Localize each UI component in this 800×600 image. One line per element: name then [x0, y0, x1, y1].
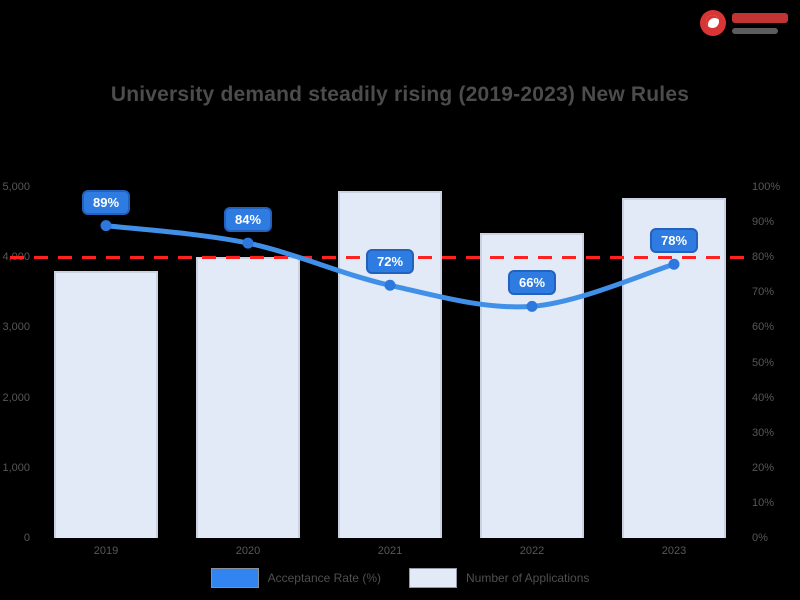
data-point-2020[interactable]: [242, 237, 254, 249]
x-axis-label-2019: 2019: [93, 545, 119, 557]
legend-label: Number of Applications: [465, 571, 590, 585]
y-right-tick: 70%: [752, 286, 775, 299]
y-left-tick: 1,000: [2, 461, 30, 474]
x-axis: 2019 2020 2021 2022 2023: [35, 545, 745, 561]
chart-legend: Acceptance Rate (%) Number of Application…: [0, 568, 800, 588]
y-left-tick: 2,000: [2, 391, 30, 404]
legend-label: Acceptance Rate (%): [267, 571, 381, 585]
data-point-2023[interactable]: [668, 258, 680, 270]
y-right-tick: 100%: [752, 181, 781, 193]
data-point-2019[interactable]: [100, 220, 112, 232]
legend-item-line[interactable]: Acceptance Rate (%): [210, 568, 381, 588]
y-right-tick: 90%: [752, 216, 775, 229]
bar-2019[interactable]: [54, 271, 158, 538]
x-axis-label-2021: 2021: [377, 545, 403, 557]
brand-logo: [696, 8, 796, 42]
y-axis-right: 100% 90% 80% 70% 60% 50% 40% 30% 20% 10% 0%: [752, 181, 798, 544]
y-right-tick: 10%: [752, 496, 775, 509]
legend-swatch: [210, 568, 259, 588]
brand-logo-icon: [700, 10, 726, 36]
data-point-2022[interactable]: [526, 300, 538, 312]
y-right-tick: 80%: [752, 251, 775, 264]
point-label-2022: 66%: [507, 270, 557, 296]
bar-2021[interactable]: [338, 191, 442, 538]
y-right-tick: 30%: [752, 426, 775, 439]
y-left-tick: 0: [23, 532, 30, 544]
point-label-2020: 84%: [223, 207, 273, 233]
legend-item-bars[interactable]: Number of Applications: [408, 568, 590, 588]
bar-2023[interactable]: [622, 198, 726, 538]
y-left-tick: 5,000: [2, 181, 30, 193]
y-right-tick: 50%: [752, 356, 775, 369]
point-label-2021: 72%: [365, 249, 415, 275]
x-axis-label-2020: 2020: [235, 545, 261, 557]
x-axis-label-2022: 2022: [519, 545, 545, 557]
y-right-tick: 0%: [752, 532, 768, 544]
chart-title: University demand steadily rising (2019-…: [110, 83, 690, 106]
acceptance-rate-line: [100, 220, 680, 312]
legend-swatch: [408, 568, 457, 588]
brand-tagline: [732, 28, 778, 34]
y-right-tick: 60%: [752, 321, 775, 334]
plot-area: 89% 84% 72% 66% 78%: [10, 187, 752, 538]
y-left-tick: 3,000: [2, 321, 30, 334]
data-point-2021[interactable]: [384, 279, 396, 291]
x-axis-label-2023: 2023: [661, 545, 687, 557]
point-label-2019: 89%: [81, 189, 131, 215]
point-label-2023: 78%: [649, 228, 699, 254]
y-right-tick: 40%: [752, 391, 775, 404]
brand-wordmark: [732, 13, 788, 23]
y-right-tick: 20%: [752, 461, 775, 474]
